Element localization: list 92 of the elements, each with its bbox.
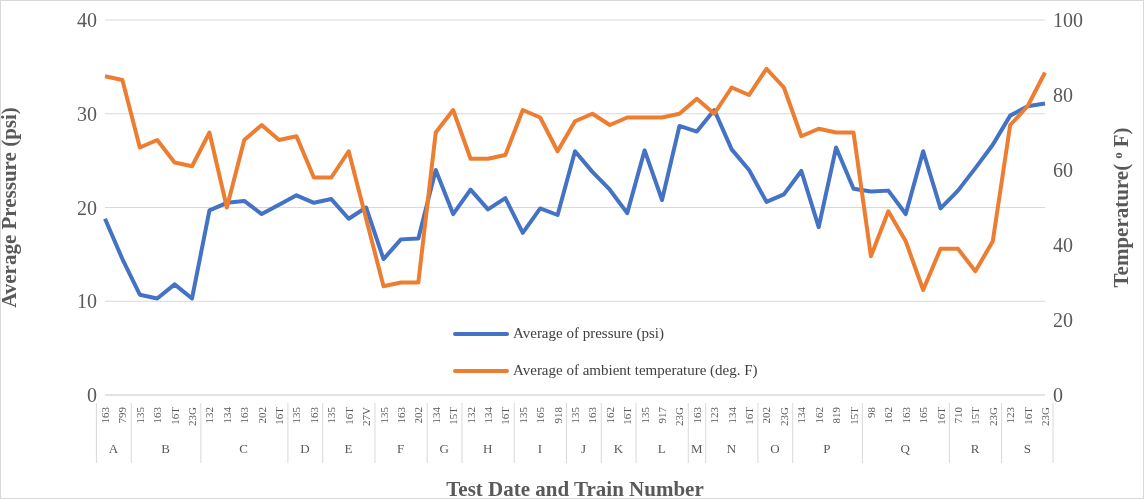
- x-axis-title: Test Date and Train Number: [446, 477, 704, 499]
- x-tick-label: 135: [569, 406, 581, 424]
- x-tick-label: 162: [812, 407, 825, 424]
- y2-tick-label: 40: [1053, 234, 1073, 257]
- x-tick-label: 799: [116, 406, 129, 424]
- legend-label: Average of ambient temperature (deg. F): [513, 362, 758, 379]
- x-tick-label: 918: [551, 406, 564, 424]
- x-tick-label: 15T: [847, 406, 860, 425]
- x-tick-label: 23G: [673, 406, 686, 426]
- text: C: [239, 441, 249, 456]
- x-tick-label: 23G: [1039, 406, 1051, 426]
- y2-tick-label: 80: [1053, 84, 1073, 107]
- x-tick-label: 134: [795, 406, 808, 424]
- x-tick-label: 134: [481, 406, 494, 424]
- x-tick-label: 135: [516, 406, 529, 424]
- text: K: [613, 441, 624, 456]
- x-tick-label: 16T: [168, 406, 181, 425]
- x-tick-label: 163: [690, 406, 703, 424]
- x-tick-label: 135: [377, 406, 390, 424]
- x-tick-label: 123: [708, 406, 721, 424]
- text: I: [537, 441, 543, 456]
- x-tick-label: 132: [464, 407, 477, 424]
- x-tick-label: 163: [151, 406, 164, 424]
- x-tick-label: 819: [830, 406, 843, 424]
- text: M: [691, 441, 704, 456]
- x-tick-label: 132: [203, 407, 216, 424]
- x-tick-label: 163: [899, 406, 912, 424]
- y2-tick-label: 60: [1053, 159, 1073, 182]
- x-tick-label: 163: [99, 406, 111, 424]
- x-tick-label: 16T: [934, 406, 947, 425]
- y-tick-label: 0: [87, 384, 97, 407]
- text: R: [970, 441, 980, 456]
- x-tick-label: 16T: [743, 406, 756, 425]
- x-tick-label: 135: [290, 406, 303, 424]
- x-tick-label: 135: [133, 406, 146, 424]
- y-tick-label: 10: [77, 290, 97, 313]
- x-tick-label: 202: [412, 407, 425, 424]
- x-tick-label: 165: [917, 406, 930, 424]
- text: Q: [900, 441, 911, 456]
- text: J: [581, 441, 587, 456]
- x-tick-label: 16T: [621, 406, 634, 425]
- y-tick-label: 30: [77, 102, 97, 125]
- text: S: [1023, 441, 1031, 456]
- x-tick-label: 27V: [360, 406, 373, 426]
- x-tick-label: 16T: [499, 406, 512, 425]
- text: P: [823, 441, 831, 456]
- text: O: [770, 441, 780, 456]
- x-tick-label: 162: [603, 407, 616, 424]
- x-tick-label: 163: [307, 406, 320, 424]
- x-tick-label: 23G: [986, 406, 999, 426]
- x-tick-label: 23G: [777, 406, 790, 426]
- x-tick-label: 123: [1004, 406, 1017, 424]
- x-tick-label: 917: [656, 406, 669, 424]
- x-tick-label: 163: [238, 406, 251, 424]
- text: N: [726, 441, 737, 456]
- y-tick-label: 40: [77, 9, 97, 32]
- x-tick-label: 163: [586, 406, 599, 424]
- y2-tick-label: 100: [1053, 9, 1083, 32]
- x-tick-label: 16T: [273, 406, 286, 425]
- legend-label: Average of pressure (psi): [513, 325, 664, 342]
- text: G: [439, 441, 449, 456]
- text: H: [482, 441, 493, 456]
- y-axis-title: Average Pressure (psi): [0, 107, 22, 308]
- x-tick-label: 16T: [342, 406, 355, 425]
- text: B: [161, 441, 171, 456]
- x-tick-label: 98: [864, 406, 877, 418]
- x-tick-label: 134: [429, 406, 442, 424]
- x-tick-label: 202: [760, 407, 773, 424]
- x-tick-label: 163: [394, 406, 407, 424]
- x-tick-label: 165: [534, 406, 547, 424]
- y2-axis-title: Temperature( ᵒ F): [1109, 127, 1134, 288]
- line-series: [103, 66, 1047, 292]
- y2-tick-label: 20: [1053, 309, 1073, 332]
- y-tick-label: 20: [77, 196, 97, 219]
- line-series: [103, 101, 1047, 301]
- text: E: [344, 441, 353, 456]
- x-tick-label: 15T: [969, 406, 982, 425]
- x-tick-label: 135: [325, 406, 338, 424]
- x-tick-label: 202: [255, 407, 268, 424]
- x-tick-label: 134: [220, 406, 233, 424]
- text: L: [657, 441, 666, 456]
- x-tick-label: 23G: [186, 406, 199, 426]
- text: D: [300, 441, 310, 456]
- x-tick-label: 15T: [447, 406, 460, 425]
- x-tick-label: 16T: [1021, 406, 1034, 425]
- text: F: [397, 441, 405, 456]
- x-tick-label: 710: [951, 406, 964, 424]
- x-tick-label: 135: [638, 406, 651, 424]
- x-tick-label: 162: [882, 407, 895, 424]
- x-tick-label: 134: [725, 406, 738, 424]
- text: A: [108, 441, 119, 456]
- y2-tick-label: 0: [1053, 384, 1063, 407]
